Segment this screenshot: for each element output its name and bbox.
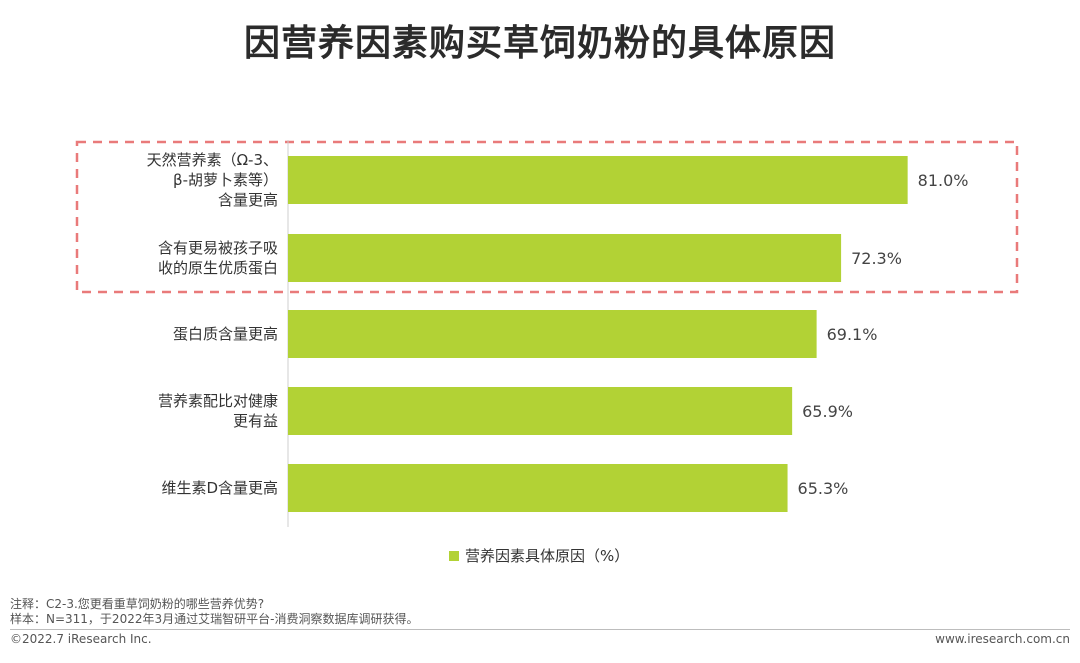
category-label-line: 收的原生优质蛋白 xyxy=(157,259,278,277)
highlight-box xyxy=(75,140,1019,294)
category-label-line: 维生素D含量更高 xyxy=(161,479,278,497)
footnotes: 注释：C2-3.您更看重草饲奶粉的哪些营养优势? 样本：N=311，于2022年… xyxy=(10,597,418,627)
category-label-line: 天然营养素（Ω-3、 xyxy=(146,151,278,169)
data-label: 72.3% xyxy=(851,249,902,268)
category-label-line: 更有益 xyxy=(232,412,278,430)
category-label-line: 营养素配比对健康 xyxy=(157,392,278,410)
bar xyxy=(288,387,793,435)
bar xyxy=(288,464,788,512)
chart-title: 因营养因素购买草饲奶粉的具体原因 xyxy=(243,23,836,64)
category-label-line: 含有更易被孩子吸 xyxy=(157,239,278,257)
category-label: 维生素D含量更高 xyxy=(78,478,278,498)
category-label: 营养素配比对健康更有益 xyxy=(78,391,278,431)
footnote-sample: 样本：N=311，于2022年3月通过艾瑞智研平台-消费洞察数据库调研获得。 xyxy=(10,612,419,626)
data-label: 65.9% xyxy=(802,402,853,421)
data-label: 65.3% xyxy=(798,479,849,498)
data-label: 81.0% xyxy=(918,171,969,190)
category-label-line: 蛋白质含量更高 xyxy=(172,325,278,343)
bar xyxy=(288,156,908,204)
category-label: 天然营养素（Ω-3、 β-胡萝卜素等） 含量更高 xyxy=(78,150,278,210)
footnote-question: 注释：C2-3.您更看重草饲奶粉的哪些营养优势? xyxy=(10,597,265,611)
category-label-line: 含量更高 xyxy=(217,191,278,209)
website-link[interactable]: www.iresearch.com.cn xyxy=(935,632,1070,646)
category-label: 蛋白质含量更高 xyxy=(78,324,278,344)
legend-swatch xyxy=(449,550,459,561)
legend-label: 营养因素具体原因（%） xyxy=(465,547,630,565)
footer-divider xyxy=(10,629,1070,630)
category-label-line: β-胡萝卜素等） xyxy=(173,171,278,189)
bar xyxy=(288,234,842,282)
data-label: 69.1% xyxy=(827,325,878,344)
copyright: ©2022.7 iResearch Inc. xyxy=(10,632,152,646)
category-label: 含有更易被孩子吸 收的原生优质蛋白 xyxy=(78,238,278,278)
legend: 营养因素具体原因（%） xyxy=(449,545,629,566)
bar xyxy=(288,310,817,358)
